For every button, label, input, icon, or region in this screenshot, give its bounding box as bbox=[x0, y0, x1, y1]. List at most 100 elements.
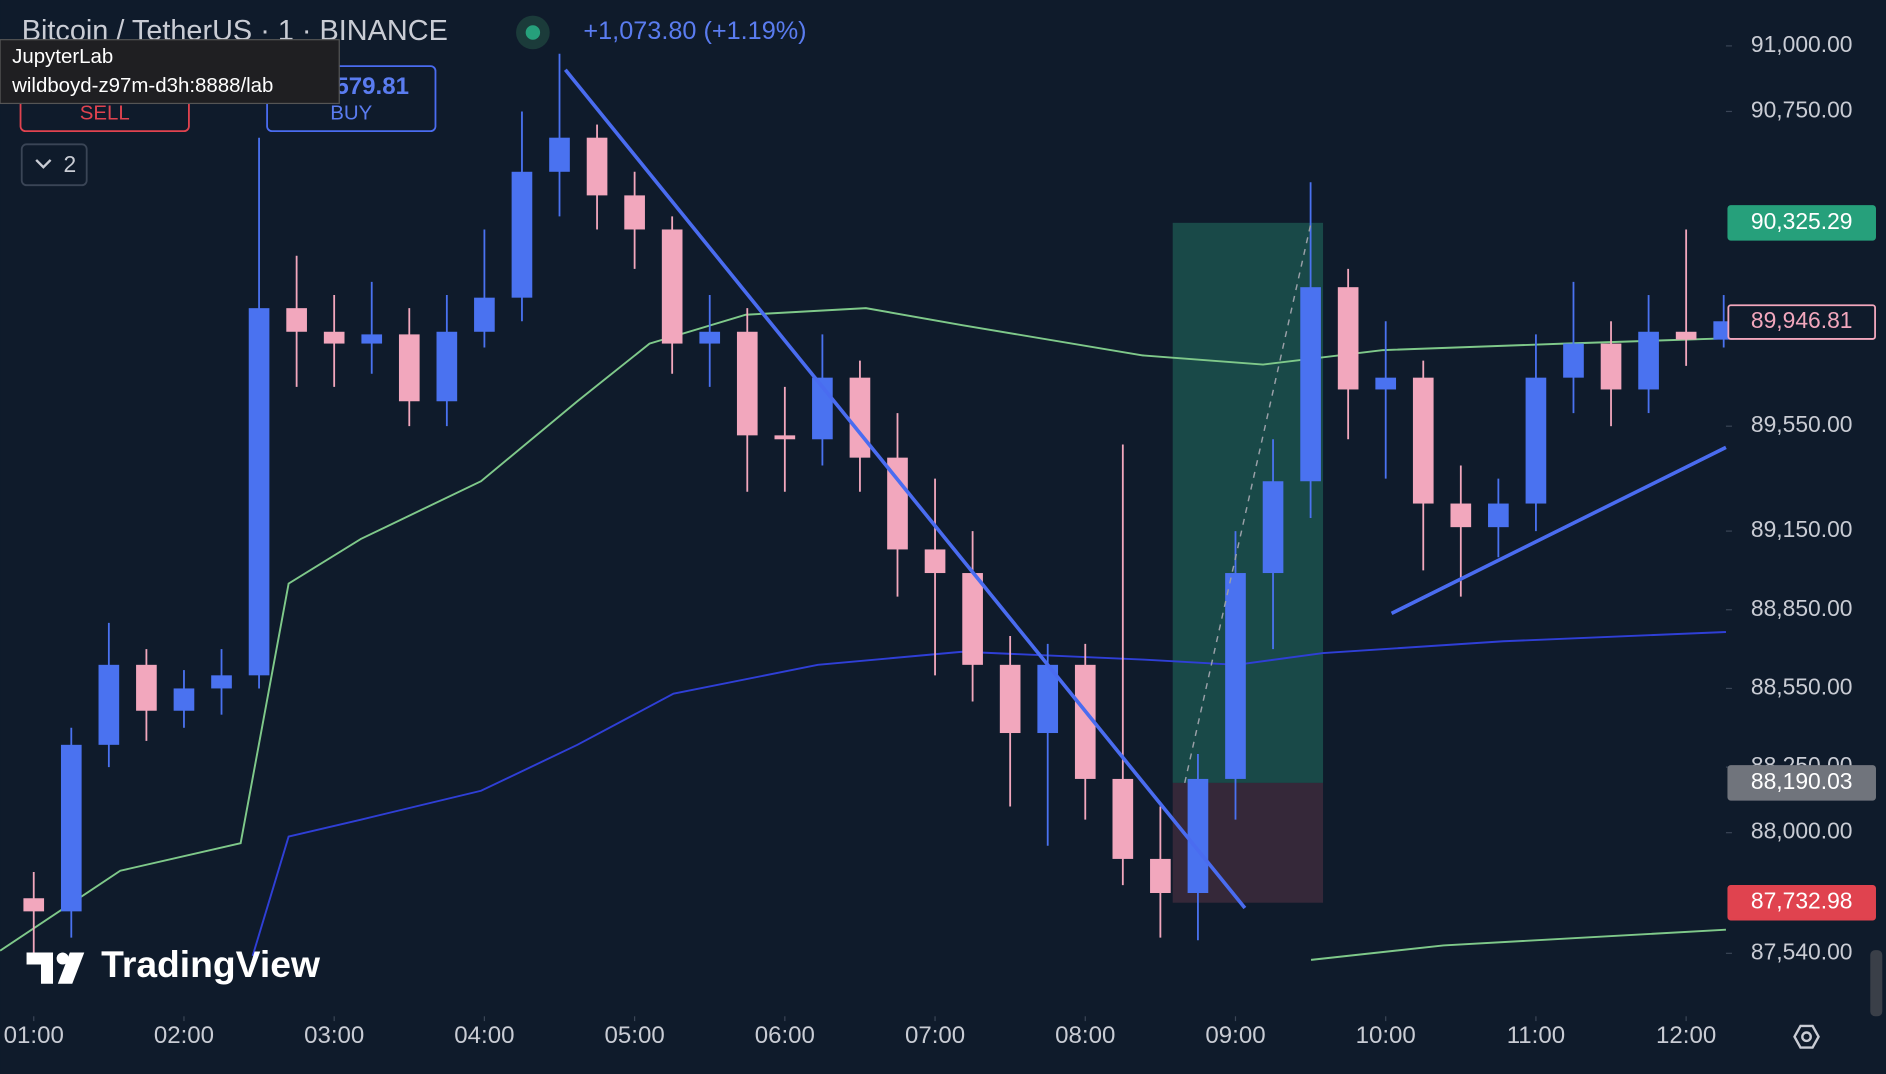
candle-body bbox=[286, 308, 307, 332]
candle-body bbox=[736, 331, 758, 436]
candle-body bbox=[1337, 287, 1359, 390]
chevron-icon bbox=[35, 159, 52, 169]
logo: TradingView bbox=[26, 943, 321, 985]
x-tick-label: 10:00 bbox=[1356, 1022, 1416, 1049]
x-tick-label: 08:00 bbox=[1055, 1022, 1115, 1049]
candle-body bbox=[1150, 858, 1171, 894]
price-marker bbox=[1727, 884, 1876, 921]
y-tick-label: 91,000.00 bbox=[1751, 31, 1853, 57]
plot-area bbox=[0, 53, 1735, 964]
candle-body bbox=[1225, 573, 1246, 779]
candle-body bbox=[1450, 503, 1472, 528]
y-tick-label: 88,550.00 bbox=[1751, 673, 1853, 699]
y-tick-label: 87,540.00 bbox=[1751, 938, 1853, 964]
y-tick-label: 88,850.00 bbox=[1751, 595, 1853, 621]
candle-body bbox=[1412, 377, 1434, 504]
candle-body bbox=[1037, 664, 1059, 734]
price-marker-label: 89,946.81 bbox=[1751, 307, 1853, 333]
x-tick-label: 09:00 bbox=[1205, 1022, 1265, 1049]
moving-average bbox=[251, 631, 1726, 957]
status-dot bbox=[525, 25, 541, 40]
y-tick-label: 88,000.00 bbox=[1751, 818, 1853, 844]
price-marker-label: 90,325.29 bbox=[1751, 208, 1853, 234]
trend-line[interactable] bbox=[1390, 445, 1727, 615]
y-tick-label: 89,550.00 bbox=[1751, 411, 1853, 437]
header: Bitcoin / TetherUS · 1 · BINANCE +1,073.… bbox=[0, 15, 1883, 1049]
price-marker-label: 87,732.98 bbox=[1751, 888, 1853, 914]
price-axis: 91,000.00 90,750.00 89,550.00 89,150.00 88,8… bbox=[4, 31, 1876, 1049]
x-tick-label: 06:00 bbox=[755, 1022, 815, 1049]
candle-body bbox=[849, 377, 871, 458]
moving-average bbox=[0, 307, 1726, 952]
candle-body bbox=[398, 334, 420, 402]
y-tick-label: 90,750.00 bbox=[1751, 96, 1853, 122]
price-marker bbox=[1727, 765, 1876, 801]
candle-body bbox=[962, 573, 983, 665]
trend-line[interactable] bbox=[563, 68, 1247, 910]
candle-body bbox=[699, 331, 721, 344]
x-tick-label: 11:00 bbox=[1507, 1022, 1565, 1049]
candle-body bbox=[774, 435, 796, 440]
price-marker-label: 88,190.03 bbox=[1751, 768, 1853, 794]
candle-body bbox=[624, 195, 645, 230]
x-tick-label: 05:00 bbox=[605, 1022, 665, 1049]
price-marker bbox=[1727, 205, 1876, 241]
x-tick-label: 04:00 bbox=[454, 1022, 514, 1049]
indicators-toggle[interactable] bbox=[20, 143, 88, 187]
candle-body bbox=[924, 549, 946, 574]
scrollbar[interactable] bbox=[1870, 950, 1883, 1017]
candle-body bbox=[1600, 343, 1622, 390]
candle-body bbox=[173, 688, 195, 711]
candle-body bbox=[1375, 377, 1397, 390]
candle-body bbox=[136, 664, 157, 711]
candle-body bbox=[323, 331, 345, 344]
logo-text: TradingView bbox=[101, 943, 321, 985]
tooltip bbox=[0, 39, 340, 105]
tooltip-url: wildboyd-z97m-d3h:8888/lab bbox=[11, 74, 273, 97]
profit-zone bbox=[1172, 222, 1324, 783]
candle-body bbox=[248, 308, 270, 676]
candle-body bbox=[1563, 343, 1584, 378]
candle-body bbox=[1675, 331, 1697, 340]
x-tick-label: 01:00 bbox=[4, 1022, 64, 1049]
drawings bbox=[563, 68, 1727, 910]
candle-body bbox=[361, 334, 383, 344]
candle-body bbox=[511, 171, 533, 298]
candle-body bbox=[211, 675, 232, 689]
x-tick-label: 12:00 bbox=[1656, 1022, 1716, 1049]
tooltip-title: JupyterLab bbox=[12, 45, 113, 68]
indicators-count: 2 bbox=[63, 151, 76, 177]
candle-body bbox=[98, 664, 120, 745]
sell-label: SELL bbox=[80, 102, 130, 125]
x-tick-label: 02:00 bbox=[154, 1022, 214, 1049]
x-tick-label: 03:00 bbox=[304, 1022, 364, 1049]
candle-body bbox=[1638, 331, 1659, 390]
moving-average bbox=[1310, 928, 1727, 961]
logo-dot bbox=[56, 952, 69, 965]
candle-body bbox=[1112, 778, 1134, 859]
settings-button[interactable] bbox=[1793, 1024, 1820, 1049]
price-change: +1,073.80 (+1.19%) bbox=[583, 17, 806, 45]
candle-body bbox=[1300, 287, 1321, 482]
candle-body bbox=[1488, 503, 1509, 528]
buy-price: 579.81 bbox=[335, 73, 409, 100]
candle-body bbox=[549, 137, 570, 172]
settings-icon bbox=[1793, 1024, 1820, 1049]
candle-body bbox=[23, 898, 45, 912]
candle-body bbox=[1074, 664, 1096, 779]
candle-body bbox=[999, 664, 1021, 734]
candle-body bbox=[661, 229, 683, 344]
candle-body bbox=[436, 331, 458, 402]
candle-body bbox=[586, 137, 608, 196]
buy-label: BUY bbox=[330, 102, 372, 125]
candle-body bbox=[1525, 377, 1547, 504]
logo-icon bbox=[26, 952, 85, 984]
candle-body bbox=[1187, 778, 1209, 894]
y-tick-label: 89,150.00 bbox=[1751, 516, 1853, 542]
candle-body bbox=[474, 297, 495, 332]
settings-icon-center bbox=[1801, 1031, 1812, 1043]
price-marker bbox=[1727, 304, 1876, 340]
candle-body bbox=[60, 744, 82, 912]
